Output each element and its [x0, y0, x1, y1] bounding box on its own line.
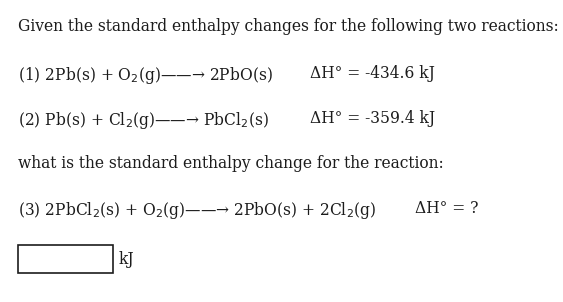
- Text: ΔH° = ?: ΔH° = ?: [415, 200, 479, 217]
- Text: ΔH° = -434.6 kJ: ΔH° = -434.6 kJ: [310, 65, 435, 82]
- Bar: [18, 245, 113, 273]
- Text: (1) 2Pb(s) + O$_2$(g)——→ 2PbO(s): (1) 2Pb(s) + O$_2$(g)——→ 2PbO(s): [18, 65, 273, 86]
- Text: what is the standard enthalpy change for the reaction:: what is the standard enthalpy change for…: [18, 155, 444, 172]
- Text: kJ: kJ: [119, 250, 135, 268]
- Text: (3) 2PbCl$_2$(s) + O$_2$(g)——→ 2PbO(s) + 2Cl$_2$(g): (3) 2PbCl$_2$(s) + O$_2$(g)——→ 2PbO(s) +…: [18, 200, 376, 221]
- Text: (2) Pb(s) + Cl$_2$(g)——→ PbCl$_2$(s): (2) Pb(s) + Cl$_2$(g)——→ PbCl$_2$(s): [18, 110, 269, 131]
- Text: ΔH° = -359.4 kJ: ΔH° = -359.4 kJ: [310, 110, 435, 127]
- Text: Given the standard enthalpy changes for the following two reactions:: Given the standard enthalpy changes for …: [18, 18, 558, 35]
